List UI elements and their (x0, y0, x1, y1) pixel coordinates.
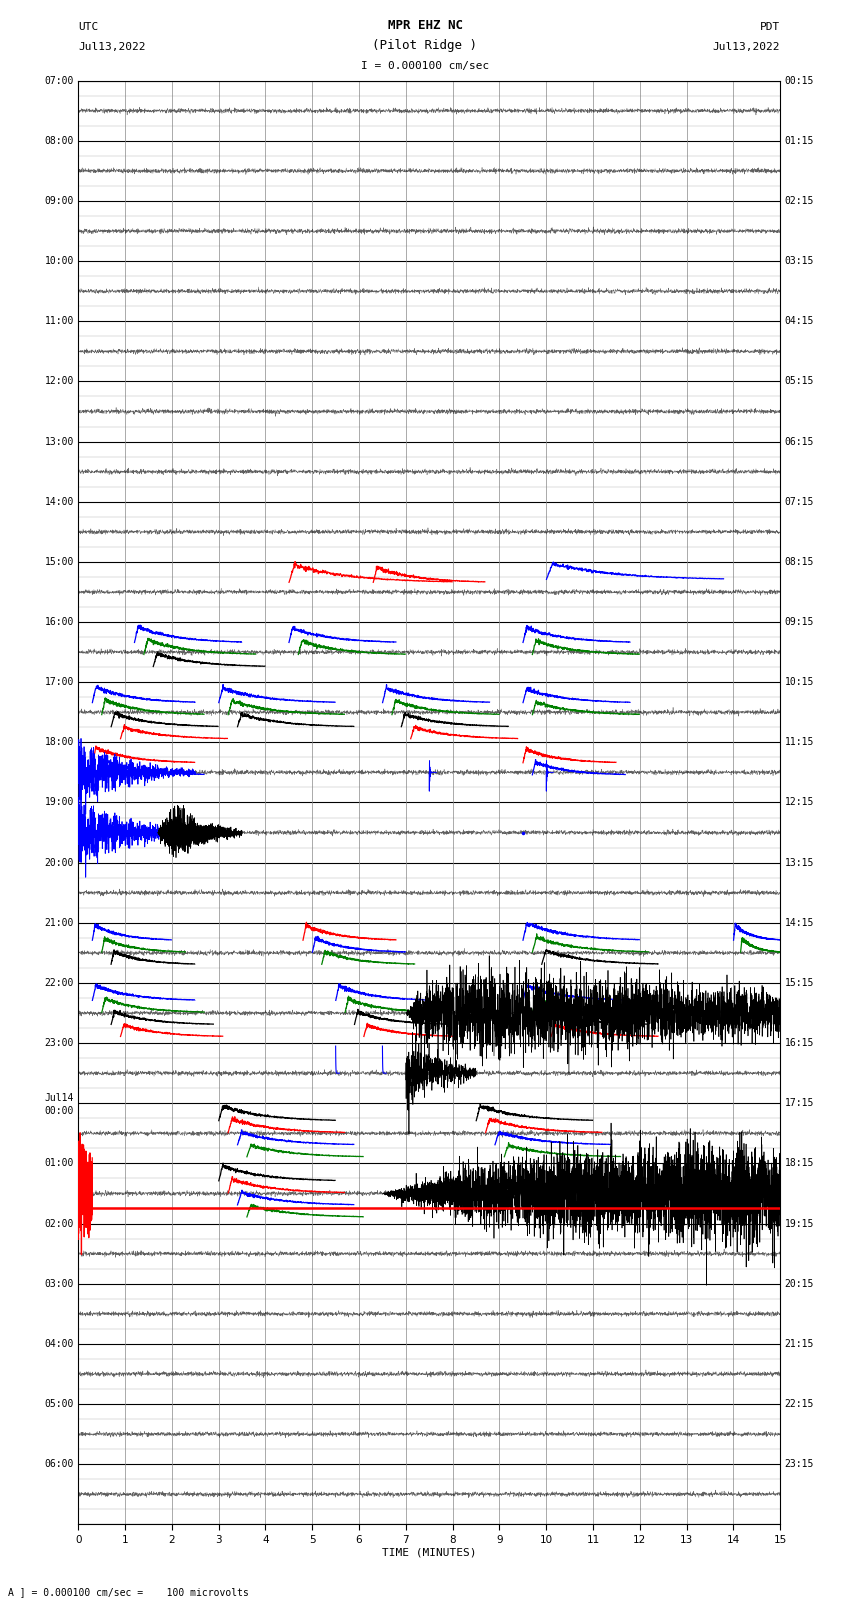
Text: 12:15: 12:15 (785, 797, 814, 808)
Text: 14:00: 14:00 (44, 497, 74, 506)
Text: 13:15: 13:15 (785, 858, 814, 868)
Text: 19:00: 19:00 (44, 797, 74, 808)
Text: 09:15: 09:15 (785, 618, 814, 627)
Text: 04:00: 04:00 (44, 1339, 74, 1348)
Text: 11:15: 11:15 (785, 737, 814, 747)
Text: 03:15: 03:15 (785, 256, 814, 266)
Text: 14:15: 14:15 (785, 918, 814, 927)
Text: 11:00: 11:00 (44, 316, 74, 326)
Text: 22:15: 22:15 (785, 1398, 814, 1410)
Text: MPR EHZ NC: MPR EHZ NC (388, 19, 462, 32)
Text: 07:00: 07:00 (44, 76, 74, 85)
Text: 13:00: 13:00 (44, 437, 74, 447)
Text: 15:15: 15:15 (785, 977, 814, 987)
Text: 08:15: 08:15 (785, 556, 814, 566)
Text: 10:15: 10:15 (785, 677, 814, 687)
Text: 02:15: 02:15 (785, 195, 814, 206)
Text: 08:00: 08:00 (44, 135, 74, 145)
Text: 05:00: 05:00 (44, 1398, 74, 1410)
Text: 06:00: 06:00 (44, 1460, 74, 1469)
Text: 19:15: 19:15 (785, 1218, 814, 1229)
Text: 06:15: 06:15 (785, 437, 814, 447)
Text: 04:15: 04:15 (785, 316, 814, 326)
Text: 05:15: 05:15 (785, 376, 814, 387)
Text: Jul14: Jul14 (44, 1094, 74, 1103)
Text: 07:15: 07:15 (785, 497, 814, 506)
X-axis label: TIME (MINUTES): TIME (MINUTES) (382, 1547, 477, 1558)
Text: 12:00: 12:00 (44, 376, 74, 387)
Text: 18:15: 18:15 (785, 1158, 814, 1168)
Text: (Pilot Ridge ): (Pilot Ridge ) (372, 39, 478, 52)
Text: 01:15: 01:15 (785, 135, 814, 145)
Text: 16:15: 16:15 (785, 1039, 814, 1048)
Text: A ] = 0.000100 cm/sec =    100 microvolts: A ] = 0.000100 cm/sec = 100 microvolts (8, 1587, 249, 1597)
Text: 03:00: 03:00 (44, 1279, 74, 1289)
Text: 15:00: 15:00 (44, 556, 74, 566)
Text: 02:00: 02:00 (44, 1218, 74, 1229)
Text: PDT: PDT (760, 23, 780, 32)
Text: 22:00: 22:00 (44, 977, 74, 987)
Text: 18:00: 18:00 (44, 737, 74, 747)
Text: Jul13,2022: Jul13,2022 (713, 42, 780, 52)
Text: 23:00: 23:00 (44, 1039, 74, 1048)
Text: I = 0.000100 cm/sec: I = 0.000100 cm/sec (361, 61, 489, 71)
Text: 23:15: 23:15 (785, 1460, 814, 1469)
Text: UTC: UTC (78, 23, 99, 32)
Text: 17:00: 17:00 (44, 677, 74, 687)
Text: Jul13,2022: Jul13,2022 (78, 42, 145, 52)
Text: 09:00: 09:00 (44, 195, 74, 206)
Text: 20:15: 20:15 (785, 1279, 814, 1289)
Text: 21:00: 21:00 (44, 918, 74, 927)
Text: 17:15: 17:15 (785, 1098, 814, 1108)
Text: 00:00: 00:00 (44, 1107, 74, 1116)
Text: 21:15: 21:15 (785, 1339, 814, 1348)
Text: 00:15: 00:15 (785, 76, 814, 85)
Text: 10:00: 10:00 (44, 256, 74, 266)
Text: 01:00: 01:00 (44, 1158, 74, 1168)
Text: 20:00: 20:00 (44, 858, 74, 868)
Text: 16:00: 16:00 (44, 618, 74, 627)
